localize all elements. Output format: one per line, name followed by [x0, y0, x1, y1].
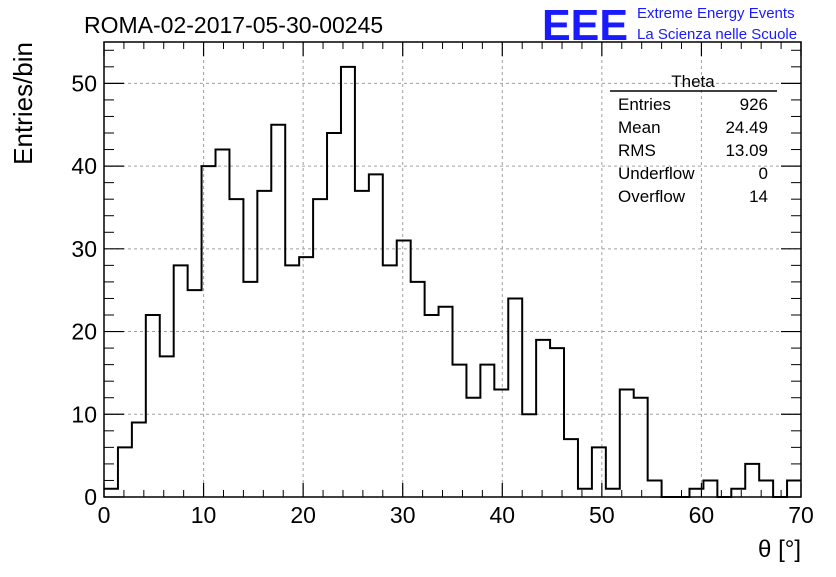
logo-line-1: Extreme Energy Events: [637, 5, 795, 22]
histogram-bin: [620, 389, 634, 497]
histogram-bin: [787, 480, 801, 497]
histogram-bin: [271, 125, 285, 497]
histogram-bin: [439, 307, 453, 497]
y-tick-label: 10: [71, 401, 97, 427]
histogram-bin: [118, 447, 132, 497]
histogram-bins: [104, 67, 801, 497]
histogram-bin: [160, 356, 174, 497]
histogram-bin: [522, 414, 536, 497]
stats-value-overflow: 14: [749, 187, 768, 206]
stats-value-entries: 926: [740, 95, 768, 114]
stats-label-rms: RMS: [618, 141, 656, 160]
histogram-bin: [550, 348, 564, 497]
x-tick-label: 70: [788, 502, 814, 528]
histogram-bin: [383, 265, 397, 497]
histogram-bin: [411, 282, 425, 497]
logo-line-2: La Scienza nelle Scuole: [637, 26, 797, 43]
y-tick-label: 0: [84, 484, 97, 510]
histogram-bin: [341, 67, 355, 497]
histogram-bin: [425, 315, 439, 497]
histogram-bin: [327, 133, 341, 497]
histogram-bin: [453, 365, 467, 497]
histogram-bin: [648, 480, 662, 497]
histogram-bin: [188, 290, 202, 497]
histogram-bin: [146, 315, 160, 497]
y-axis-label: Entries/bin: [8, 42, 38, 165]
histogram-bin: [703, 480, 717, 497]
x-tick-label: 40: [489, 502, 515, 528]
run-title: ROMA-02-2017-05-30-00245: [84, 12, 383, 38]
x-tick-label: 60: [689, 502, 715, 528]
histogram-bin: [508, 298, 522, 497]
x-axis-label: θ [°]: [758, 536, 801, 563]
histogram-bin: [174, 265, 188, 497]
histogram-bin: [578, 489, 592, 497]
y-tick-label: 20: [71, 319, 97, 345]
histogram-bin: [731, 489, 745, 497]
histogram-bin: [216, 150, 230, 497]
histogram-series-line: [104, 65, 801, 498]
histogram-bin: [313, 199, 327, 497]
histogram-bin: [369, 174, 383, 497]
stats-title: Theta: [671, 72, 715, 91]
histogram-bin: [132, 423, 146, 497]
histogram-bin: [299, 257, 313, 497]
stats-box: Theta Entries 926 Mean 24.49 RMS 13.09 U…: [610, 72, 777, 206]
histogram-bin: [257, 191, 271, 497]
stats-label-mean: Mean: [618, 118, 661, 137]
stats-value-rms: 13.09: [725, 141, 768, 160]
x-tick-label: 10: [191, 502, 217, 528]
histogram-bin: [634, 398, 648, 497]
x-tick-label: 0: [98, 502, 111, 528]
histogram-bin: [285, 265, 299, 497]
histogram-bin: [243, 282, 257, 497]
stats-label-underflow: Underflow: [618, 164, 695, 183]
y-tick-labels: 0 10 20 30 40 50: [71, 70, 97, 510]
histogram-bin: [536, 340, 550, 497]
stats-value-mean: 24.49: [725, 118, 768, 137]
histogram-bin: [606, 489, 620, 497]
y-tick-label: 30: [71, 236, 97, 262]
x-tick-labels: 0 10 20 30 40 50 60 70: [98, 502, 814, 528]
histogram-bin: [564, 439, 578, 497]
histogram-bin: [592, 447, 606, 497]
x-tick-label: 50: [589, 502, 615, 528]
stats-label-entries: Entries: [618, 95, 671, 114]
stats-value-underflow: 0: [759, 164, 768, 183]
histogram-bin: [494, 389, 508, 497]
plot-frame: [103, 41, 802, 498]
x-tick-label: 30: [390, 502, 416, 528]
histogram-bin: [480, 365, 494, 497]
histogram-bin: [229, 199, 243, 497]
y-tick-label: 40: [71, 153, 97, 179]
histogram-bin: [104, 489, 118, 497]
stats-label-overflow: Overflow: [618, 187, 686, 206]
x-tick-label: 20: [290, 502, 316, 528]
eee-logo: EEE: [542, 1, 628, 50]
grid-lines: [104, 42, 801, 497]
histogram-bin: [355, 191, 369, 497]
y-tick-label: 50: [71, 70, 97, 96]
histogram-bin: [745, 464, 759, 497]
histogram-bin: [466, 398, 480, 497]
histogram-bin: [397, 241, 411, 497]
axis-ticks: [103, 42, 802, 498]
